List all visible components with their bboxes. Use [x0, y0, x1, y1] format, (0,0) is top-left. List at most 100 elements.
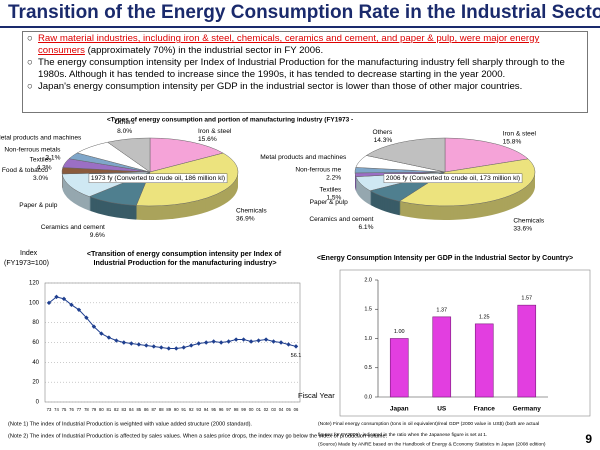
- note-line: figures for FY2005), indicated in the ra…: [318, 432, 487, 438]
- x-tick-label: 86: [144, 407, 149, 412]
- chart-title: <Transition of energy consumption intens…: [87, 249, 283, 267]
- bar: [474, 323, 494, 398]
- x-tick-label: 81: [107, 407, 112, 412]
- x-tick-label: 80: [99, 407, 104, 412]
- slice-label: Ceramics and cement: [41, 224, 105, 231]
- pie-slice: [444, 137, 529, 173]
- slice-label: Chemicals: [236, 208, 267, 215]
- slice-value: 4.3%: [37, 165, 52, 172]
- slice-value: 1.5%: [326, 195, 341, 202]
- line-marker: [196, 341, 201, 346]
- pie-center-box: [383, 173, 523, 183]
- slice-label: Non-ferrous me: [295, 166, 341, 173]
- line-marker: [121, 340, 127, 345]
- slice-value: 8.0%: [117, 128, 132, 135]
- bar-value-label: 1.25: [479, 314, 490, 320]
- bullet: Japan's energy consumption intensity per…: [27, 81, 583, 93]
- slice-label: Paper & pulp: [310, 199, 348, 206]
- slice-label: Paper & pulp: [19, 202, 57, 209]
- line-marker: [69, 302, 74, 308]
- y-tick-label: 1.0: [364, 336, 372, 342]
- pie-slice: [106, 137, 151, 173]
- chart-frame: [339, 269, 591, 417]
- slice-label: Food & tobacco: [2, 167, 49, 174]
- line: [48, 296, 297, 349]
- slice-label: Others: [372, 129, 392, 136]
- x-tick-label: Japan: [390, 406, 409, 413]
- note: (Source) Made by ANRE based on the Handb…: [318, 441, 546, 447]
- line-marker: [54, 294, 59, 300]
- page-number: 9: [585, 432, 592, 446]
- x-tick-label: 01: [256, 407, 261, 412]
- line-marker: [99, 331, 104, 336]
- line-marker: [91, 324, 97, 329]
- line-marker: [271, 339, 276, 344]
- line-marker: [114, 338, 119, 343]
- x-tick-label: 75: [62, 407, 67, 412]
- x-tick-label: 84: [129, 407, 134, 412]
- y-tick-label: 1.5: [364, 307, 372, 313]
- pie-center-label: 1973 fy (Converted to crude oil, 186 mil…: [91, 175, 225, 182]
- slice-value: 2.2%: [326, 174, 341, 181]
- slice-label: Ceramics and cement: [309, 216, 373, 223]
- line-marker: [144, 343, 149, 348]
- y-axis-label-line: (FY1973=100): [4, 260, 49, 267]
- bullet-highlight: Raw material industries, including iron …: [38, 33, 540, 56]
- line-marker: [174, 346, 179, 351]
- y-tick-label: 2.0: [364, 277, 372, 283]
- x-tick-label: 90: [174, 407, 179, 412]
- bar-value-label: 1.57: [521, 296, 532, 302]
- x-tick-label: 97: [226, 407, 231, 412]
- note: (Note 2) The index of Industrial Product…: [8, 433, 388, 439]
- slide-title: Transition of the Energy Consumption Rat…: [8, 2, 600, 23]
- x-tick-label: 76: [69, 407, 74, 412]
- slice-value: 15.6%: [198, 136, 217, 143]
- pie-slice: [149, 137, 224, 173]
- line-marker: [226, 339, 231, 344]
- note: (Note 1) The index of Industrial Product…: [8, 421, 252, 427]
- x-tick-label: 87: [151, 407, 156, 412]
- line-marker: [189, 343, 194, 348]
- x-tick-label: 89: [166, 407, 171, 412]
- x-tick-label: 02: [264, 407, 269, 412]
- x-tick-label: 82: [114, 407, 119, 412]
- x-tick-label: 99: [241, 407, 246, 412]
- bullet: Raw material industries, including iron …: [27, 33, 583, 56]
- slice-value: 3.1%: [45, 155, 60, 162]
- x-tick-label: 88: [159, 407, 164, 412]
- x-tick-label: 91: [181, 407, 186, 412]
- x-tick-label: 94: [204, 407, 209, 412]
- slice-label: Textiles: [30, 157, 53, 164]
- pie-center-box: [88, 173, 228, 183]
- note: (Note) Final energy consumption (tons in…: [318, 421, 541, 438]
- y-axis-label-line: Index: [20, 250, 39, 257]
- y-tick-label: 40: [32, 360, 39, 366]
- pie-center-label: 2006 fy (Converted to crude oil, 173 mil…: [386, 175, 520, 182]
- chart-title-line: Industrial Production for the manufactur…: [93, 258, 276, 267]
- x-tick-label: 79: [92, 407, 97, 412]
- x-tick-label: 74: [54, 407, 59, 412]
- x-tick-label: 98: [234, 407, 239, 412]
- x-tick-label: France: [474, 406, 496, 413]
- line-marker: [61, 296, 67, 302]
- slice-value: 36.9%: [236, 216, 255, 223]
- line-marker: [256, 338, 261, 343]
- line-marker: [278, 340, 284, 345]
- line-marker: [129, 341, 134, 346]
- x-tick-label: 85: [136, 407, 141, 412]
- y-tick-label: 0.0: [364, 394, 372, 400]
- y-tick-label: 120: [29, 281, 40, 287]
- y-tick-label: 20: [32, 380, 39, 386]
- bullet-text: (approximately 70%) in the industrial se…: [84, 44, 324, 56]
- x-tick-label: 92: [189, 407, 194, 412]
- y-tick-label: 0: [36, 400, 40, 406]
- line-marker: [203, 340, 209, 345]
- bar-value-label: 1.00: [394, 329, 405, 335]
- slice-label: Iron & steel: [503, 130, 537, 137]
- x-tick-label: 93: [196, 407, 201, 412]
- bar: [389, 338, 409, 398]
- x-tick-label: Germany: [513, 406, 542, 413]
- y-tick-label: 60: [32, 340, 39, 346]
- x-tick-label: 78: [84, 407, 89, 412]
